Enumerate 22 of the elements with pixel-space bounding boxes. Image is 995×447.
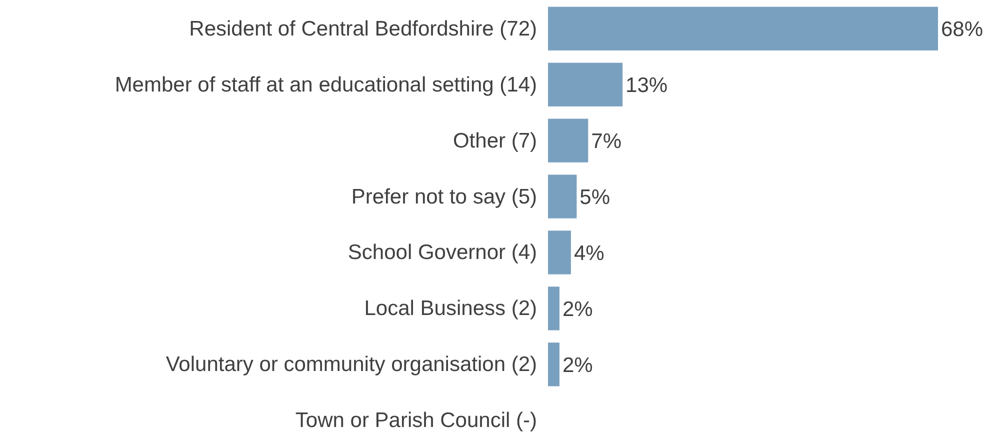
- y-tick-label: Other (7): [452, 129, 537, 152]
- y-tick-label: School Governor (4): [348, 241, 537, 264]
- data-label: 2%: [562, 354, 593, 377]
- y-tick-label: Member of staff at an educational setting (14): [114, 73, 537, 96]
- bar: [548, 118, 588, 162]
- y-tick-label: Local Business (2): [364, 297, 537, 320]
- bar: [548, 62, 623, 106]
- data-label: 7%: [591, 130, 622, 153]
- bar: [548, 6, 938, 50]
- y-tick-label: Prefer not to say (5): [351, 185, 537, 208]
- data-label: 2%: [562, 298, 593, 321]
- bar: [548, 286, 560, 330]
- bar: [548, 342, 560, 386]
- data-label: 4%: [574, 242, 604, 265]
- data-label: 68%: [941, 18, 984, 41]
- data-label: 5%: [580, 186, 610, 209]
- y-tick-label: Town or Parish Council (-): [295, 409, 537, 432]
- bar: [548, 230, 571, 274]
- data-label: 13%: [626, 74, 668, 97]
- bar: [548, 174, 577, 218]
- y-tick-label: Voluntary or community organisation (2): [166, 353, 537, 376]
- y-tick-label: Resident of Central Bedfordshire (72): [189, 17, 537, 40]
